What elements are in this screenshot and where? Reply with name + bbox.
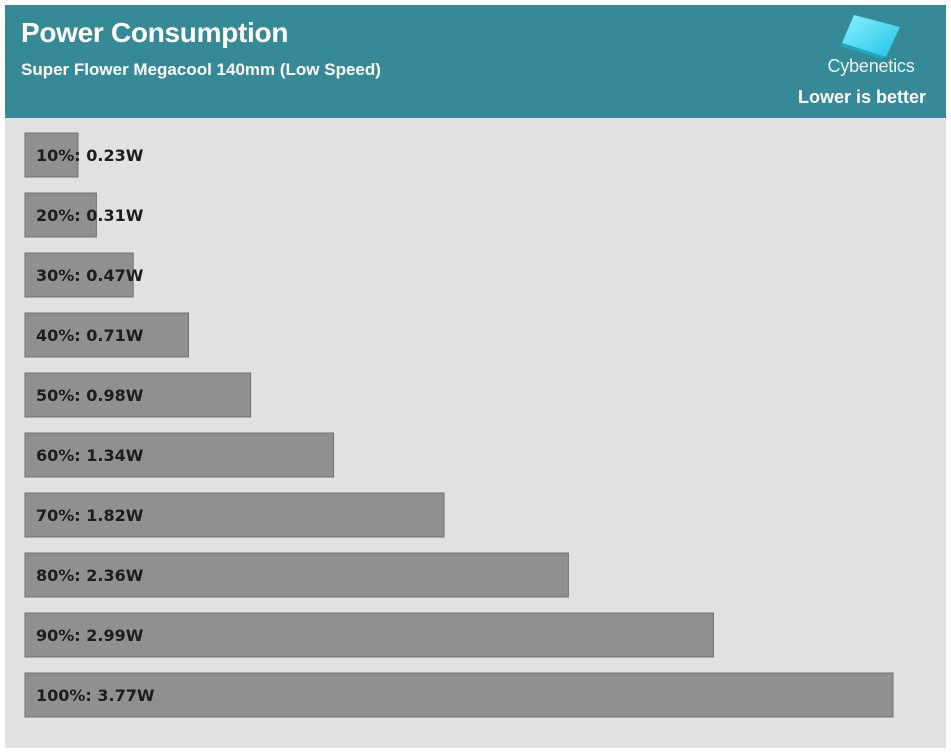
bar-data-label: 100%: 3.77W [36, 686, 155, 705]
bar [24, 672, 894, 718]
bar-data-label: 70%: 1.82W [36, 506, 144, 525]
bar [24, 612, 714, 658]
bar-group: 10%: 0.23W [24, 132, 144, 178]
bar-group: 80%: 2.36W [24, 552, 569, 598]
chart-header: Power Consumption Super Flower Megacool … [5, 5, 946, 118]
bar-data-label: 10%: 0.23W [36, 146, 144, 165]
bar-chart: 10%: 0.23W 20%: 0.31W 30%: 0.47W 40%: 0.71W… [24, 132, 894, 718]
bar [24, 252, 134, 298]
bar-data-label: 50%: 0.98W [36, 386, 144, 405]
chart-frame: Power Consumption Super Flower Megacool … [5, 5, 946, 748]
bar [24, 372, 252, 418]
bar-group: 40%: 0.71W [24, 312, 189, 358]
bar-data-label: 40%: 0.71W [36, 326, 144, 345]
bar-data-label: 90%: 2.99W [36, 626, 144, 645]
cybenetics-logo-icon [840, 15, 900, 59]
lower-is-better-note: Lower is better [797, 87, 926, 107]
bar-data-label: 80%: 2.36W [36, 566, 144, 585]
bar-data-label: 30%: 0.47W [36, 266, 144, 285]
bar-group: 50%: 0.98W [24, 372, 252, 418]
bar [24, 492, 445, 538]
bar-group: 60%: 1.34W [24, 432, 335, 478]
bar-group: 30%: 0.47W [24, 252, 144, 298]
bar-data-label: 20%: 0.31W [36, 206, 144, 225]
logo-text: Cybenetics [827, 56, 915, 76]
bar [24, 552, 569, 598]
bar-group: 100%: 3.77W [24, 672, 894, 718]
bar-group: 20%: 0.31W [24, 192, 144, 238]
bar [24, 192, 97, 238]
bar [24, 132, 79, 178]
cybenetics-logo: Cybenetics [816, 13, 926, 83]
bar-group: 90%: 2.99W [24, 612, 714, 658]
bar-group: 70%: 1.82W [24, 492, 445, 538]
chart-title: Power Consumption [21, 17, 289, 48]
bar [24, 312, 189, 358]
bar-data-label: 60%: 1.34W [36, 446, 144, 465]
bar [24, 432, 335, 478]
chart-subtitle: Super Flower Megacool 140mm (Low Speed) [21, 60, 381, 79]
